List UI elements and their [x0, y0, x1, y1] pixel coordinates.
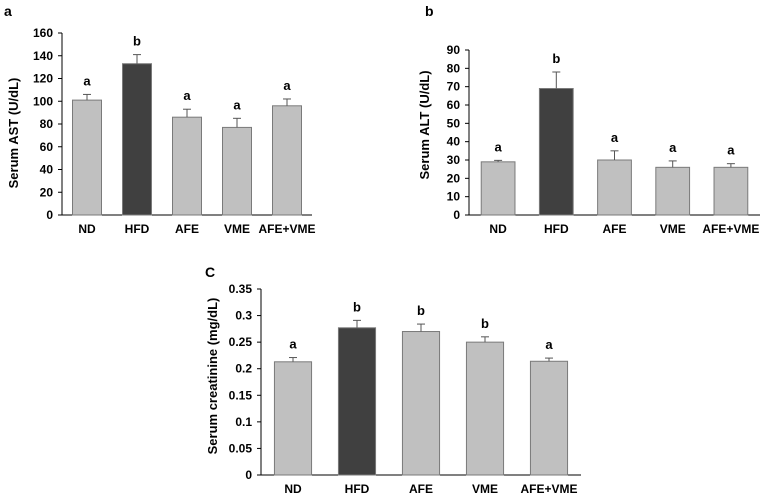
y-tick-label: 160: [33, 26, 53, 40]
x-tick-label: VME: [472, 482, 498, 496]
plot-area-b: 0 10 20 30 40 50 60 70 80 90 a ND b HFD a AFE a VME a AFE+V…: [447, 43, 760, 236]
y-tick-label: 0: [453, 208, 460, 222]
significance-label: a: [545, 337, 553, 352]
plot-area-c: 0 0.05 0.1 0.15 0.2 0.25 0.3 0.35 a ND b HFD b AFE b VM…: [229, 282, 581, 496]
significance-label: a: [669, 140, 677, 155]
y-tick-label: 0.35: [229, 282, 253, 296]
plot-area-a: 0 20 40 60 80 100 120 140 160 a ND b HFD a AFE a VME a AFE…: [33, 26, 316, 236]
y-tick-label: 80: [40, 117, 54, 131]
bar: [272, 105, 302, 216]
x-tick-label: AFE: [603, 222, 627, 236]
y-tick-label: 60: [40, 140, 54, 154]
bar: [401, 331, 441, 476]
x-tick-label: ND: [489, 222, 507, 236]
significance-label: b: [552, 51, 560, 66]
bar: [529, 360, 569, 476]
y-tick-label: 70: [447, 80, 461, 94]
x-tick-label: AFE+VME: [258, 222, 315, 236]
bar: [172, 116, 202, 216]
bar: [465, 341, 505, 476]
significance-label: a: [727, 143, 735, 158]
x-tick-label: HFD: [345, 482, 370, 496]
y-tick-label: 80: [447, 61, 461, 75]
bar: [480, 161, 516, 216]
x-tick-label: AFE+VME: [702, 222, 759, 236]
x-tick-label: HFD: [544, 222, 569, 236]
significance-label: a: [494, 139, 502, 154]
chart-panel-c: C Serum creatinine (mg/dL) 00.050.10.150…: [205, 264, 581, 496]
y-axis-label-a: Serum AST (U/dL): [6, 78, 21, 189]
bar: [713, 166, 749, 216]
x-tick-label: HFD: [125, 222, 150, 236]
chart-panel-a: a Serum AST (U/dL) 0 20 40 60 80 100 120 140 160…: [4, 3, 316, 236]
x-tick-label: AFE: [175, 222, 199, 236]
y-tick-label: 0: [46, 208, 53, 222]
panel-label-c: C: [205, 264, 215, 280]
y-tick-label: 20: [447, 171, 461, 185]
bar: [538, 88, 574, 216]
x-tick-label: AFE: [409, 482, 433, 496]
x-tick-label: AFE+VME: [520, 482, 577, 496]
panel-label-a: a: [4, 3, 12, 19]
y-tick-label: 0.2: [235, 362, 252, 376]
y-tick-label: 100: [33, 94, 53, 108]
y-tick-label: 50: [447, 116, 461, 130]
y-tick-label: 40: [40, 163, 54, 177]
y-axis-label-b: Serum ALT (U/dL): [417, 70, 432, 179]
bar: [222, 126, 252, 216]
y-tick-label: 10: [447, 190, 461, 204]
y-tick-label: 0.1: [235, 415, 252, 429]
bar: [273, 361, 313, 476]
y-tick-label: 0.05: [229, 441, 253, 455]
significance-label: a: [289, 337, 297, 352]
bar: [655, 166, 691, 216]
significance-label: a: [283, 78, 291, 93]
y-tick-label: 40: [447, 135, 461, 149]
significance-label: a: [83, 73, 91, 88]
y-tick-label: 120: [33, 72, 53, 86]
bar: [337, 327, 377, 476]
x-tick-label: VME: [224, 222, 250, 236]
y-tick-label: 90: [447, 43, 461, 57]
bar: [122, 63, 152, 216]
y-tick-label: 0: [245, 468, 252, 482]
y-tick-label: 140: [33, 49, 53, 63]
y-axis-label-c: Serum creatinine (mg/dL): [205, 298, 220, 455]
bar: [72, 99, 102, 216]
y-tick-label: 0.25: [229, 335, 253, 349]
panel-label-b: b: [425, 3, 434, 19]
bar: [597, 159, 632, 216]
significance-label: b: [481, 316, 489, 331]
y-tick-label: 0.15: [229, 388, 253, 402]
significance-label: a: [183, 88, 191, 103]
y-tick-label: 30: [447, 153, 461, 167]
significance-label: a: [611, 130, 619, 145]
significance-label: a: [233, 97, 241, 112]
x-tick-label: ND: [78, 222, 96, 236]
significance-label: b: [417, 303, 425, 318]
significance-label: b: [353, 299, 361, 314]
y-tick-label: 0.3: [235, 309, 252, 323]
y-tick-label: 20: [40, 185, 54, 199]
chart-panel-b: b Serum ALT (U/dL) 0 10 20 30 40 50 60 70 80 90 a N…: [417, 3, 760, 236]
significance-label: b: [133, 34, 141, 49]
x-tick-label: VME: [660, 222, 686, 236]
y-tick-label: 60: [447, 98, 461, 112]
x-tick-label: ND: [284, 482, 302, 496]
